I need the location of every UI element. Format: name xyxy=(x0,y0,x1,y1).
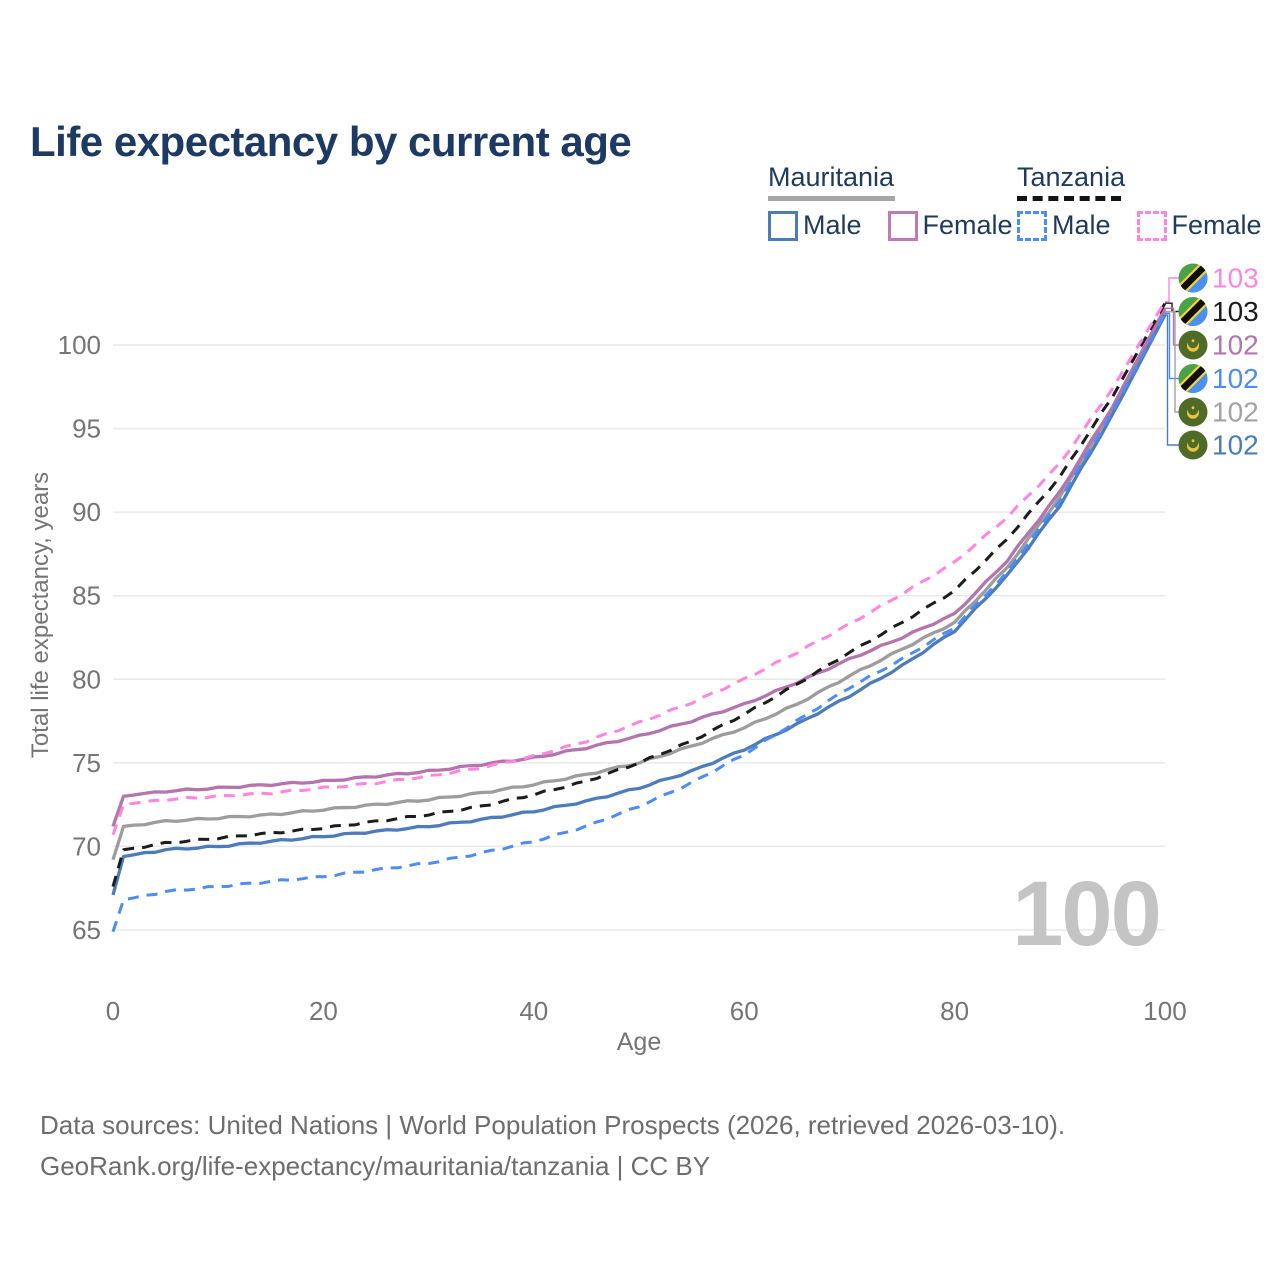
flag-tanzania-icon xyxy=(1178,364,1208,393)
legend-item-tanzania-male[interactable]: Male xyxy=(1017,210,1111,241)
series-line-tz-both[interactable] xyxy=(111,302,1167,887)
end-leader-tz-male xyxy=(1165,312,1179,380)
end-leader-mr-both xyxy=(1165,310,1179,413)
x-tick-label: 40 xyxy=(519,996,548,1026)
legend-item-mauritania-female[interactable]: Female xyxy=(887,210,1013,241)
x-tick-label: 80 xyxy=(940,996,969,1026)
watermark-age: 100 xyxy=(1012,863,1160,965)
y-tick-label: 85 xyxy=(72,581,101,611)
legend-item-mauritania-male[interactable]: Male xyxy=(768,210,862,241)
x-axis-title: Age xyxy=(617,1028,661,1056)
y-tick-label: 95 xyxy=(72,414,101,444)
flag-tanzania-icon xyxy=(1178,297,1208,326)
series-line-tz-female[interactable] xyxy=(111,300,1167,836)
legend-swatch-dashed-blue xyxy=(1017,210,1047,241)
flag-tanzania-icon xyxy=(1178,263,1208,293)
end-value-label-tz-female: 103 xyxy=(1212,263,1259,294)
end-value-label-mr-both: 102 xyxy=(1212,397,1259,428)
attribution-link[interactable]: GeoRank.org/life-expectancy/mauritania/t… xyxy=(40,1151,711,1181)
legend-item-tanzania-female[interactable]: Female xyxy=(1136,210,1262,241)
legend: Mauritania Male Female Tanzania Male Fem… xyxy=(0,162,1280,242)
legend-swatch-solid-blue xyxy=(768,210,798,241)
series-line-mr-both[interactable] xyxy=(111,310,1167,861)
legend-group-tanzania: Tanzania Male Female xyxy=(1017,162,1280,241)
x-tick-label: 20 xyxy=(309,996,338,1026)
footer: Data sources: United Nations | World Pop… xyxy=(40,1105,1065,1187)
y-tick-label: 75 xyxy=(72,748,101,778)
y-tick-label: 70 xyxy=(72,831,101,861)
life-expectancy-chart: 65 70 75 80 85 90 95 100 100 0 20 40 60 80 100 Age Total… xyxy=(27,263,1259,1057)
end-leader-mr-male xyxy=(1165,314,1179,446)
series-line-mr-female[interactable] xyxy=(111,307,1167,827)
legend-item-label: Male xyxy=(803,210,862,240)
legend-item-label: Male xyxy=(1052,210,1111,240)
legend-country-label: Tanzania xyxy=(1017,162,1126,192)
x-tick-label: 0 xyxy=(106,996,120,1026)
end-leader-tz-both xyxy=(1165,302,1179,313)
legend-swatch-dashed-pink xyxy=(1136,210,1167,241)
legend-country-label: Mauritania xyxy=(768,162,895,192)
end-leader-tz-female xyxy=(1165,277,1179,303)
end-value-label-tz-both: 103 xyxy=(1212,296,1259,327)
end-leader-mr-female xyxy=(1165,307,1179,346)
y-tick-label: 65 xyxy=(72,915,101,945)
legend-swatch-solid-plum xyxy=(887,210,918,241)
legend-line-style-solid xyxy=(768,196,895,201)
legend-item-label: Female xyxy=(922,210,1013,240)
y-tick-label: 90 xyxy=(72,497,101,527)
end-value-label-mr-male: 102 xyxy=(1212,430,1259,461)
series-line-tz-male[interactable] xyxy=(111,312,1167,933)
legend-item-label: Female xyxy=(1171,210,1262,240)
flag-mauritania-icon xyxy=(1178,330,1208,360)
end-value-label-tz-male: 102 xyxy=(1212,363,1259,394)
series-line-mr-male[interactable] xyxy=(111,314,1167,896)
legend-line-style-dashed xyxy=(1017,196,1121,201)
y-tick-label: 80 xyxy=(72,664,101,694)
flag-mauritania-icon xyxy=(1178,397,1208,427)
x-tick-label: 100 xyxy=(1143,996,1186,1026)
data-sources-text: Data sources: United Nations | World Pop… xyxy=(40,1110,1066,1140)
flag-mauritania-icon xyxy=(1178,430,1208,460)
end-value-label-mr-female: 102 xyxy=(1212,330,1259,361)
x-tick-label: 60 xyxy=(730,996,759,1026)
legend-group-mauritania: Mauritania Male Female xyxy=(768,162,1039,241)
page-title: Life expectancy by current age xyxy=(30,118,632,166)
y-axis-title: Total life expectancy, years xyxy=(27,472,54,758)
y-tick-label: 100 xyxy=(58,330,101,360)
